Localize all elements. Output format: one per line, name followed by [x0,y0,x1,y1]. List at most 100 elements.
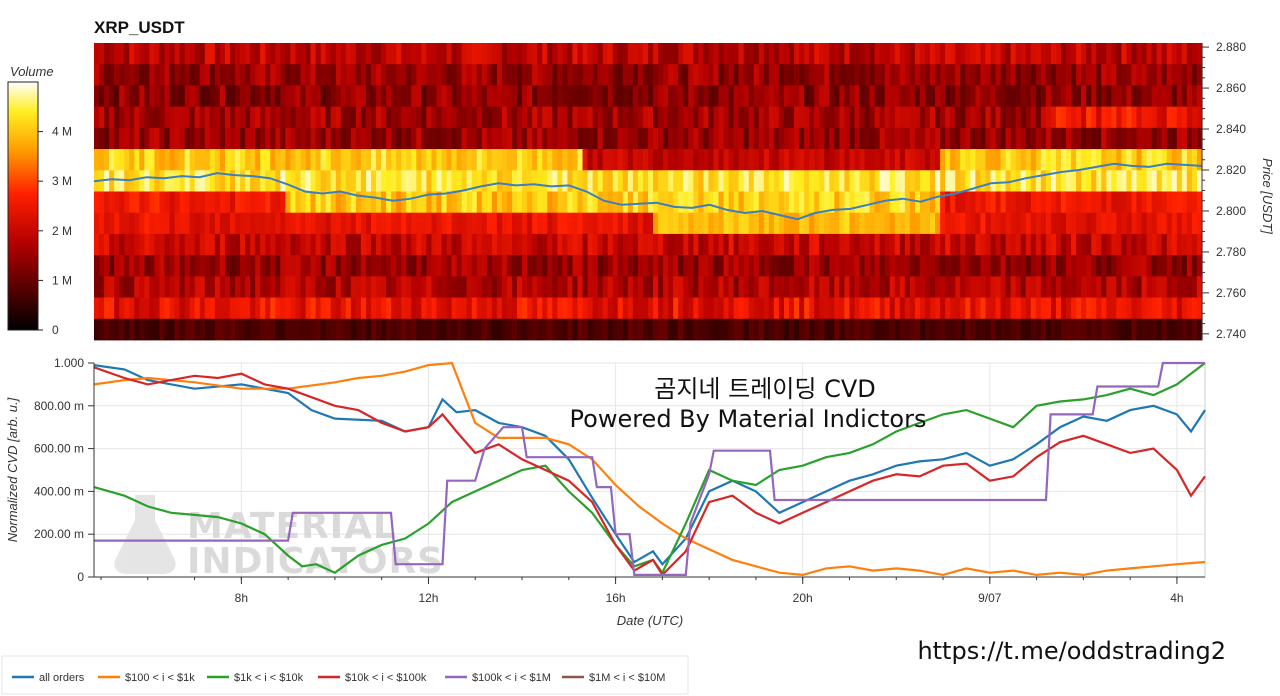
heatmap-cell [486,149,493,171]
heatmap-cell [572,106,579,129]
heatmap-cell [224,127,231,150]
heatmap-cell [723,212,730,235]
heatmap-cell [1156,149,1163,171]
heatmap-cell [597,106,604,129]
heatmap-cell [376,106,382,129]
heatmap-cell [1121,318,1128,341]
heatmap-cell [466,191,473,214]
heatmap-cell [1171,127,1178,150]
heatmap-cell [809,170,815,192]
heatmap-cell [658,127,664,150]
heatmap-cell [1136,318,1143,341]
heatmap-cell [587,106,594,129]
heatmap-cell [658,276,664,298]
heatmap-cell [1076,233,1082,256]
heatmap-cell [1111,170,1117,192]
heatmap-cell [104,191,110,214]
heatmap-cell [899,191,906,214]
heatmap-cell [275,127,281,150]
heatmap-cell [567,64,574,86]
heatmap-cell [950,106,956,129]
legend-item[interactable]: $10k < i < $100k [345,672,427,684]
heatmap-cell [557,149,563,171]
heatmap-cell [1121,106,1128,129]
heatmap-cell [391,255,397,277]
heatmap-cell [355,170,362,192]
heatmap-cell [799,64,805,86]
heatmap-cell [391,85,397,108]
heatmap-cell [869,170,876,192]
heatmap-cell [567,255,574,277]
heatmap-cell [648,297,654,320]
heatmap-cell [94,318,100,341]
heatmap-cell [290,106,297,129]
heatmap-cell [124,276,130,298]
heatmap-cell [743,106,750,129]
heatmap-cell [663,318,669,341]
heatmap-cell [562,318,569,341]
heatmap-cell [129,106,135,129]
heatmap-cell [325,106,332,129]
heatmap-cell [406,212,412,235]
heatmap-cell [1191,106,1198,129]
heatmap-cell [376,297,382,320]
heatmap-cell [1050,233,1057,256]
legend-item[interactable]: all orders [39,672,85,684]
heatmap-cell [446,85,453,108]
heatmap-cell [119,297,125,320]
heatmap-cell [718,233,725,256]
legend-item[interactable]: $1k < i < $10k [234,672,304,684]
heatmap-cell [597,43,604,65]
heatmap-cell [204,85,211,108]
legend-item[interactable]: $100 < i < $1k [125,672,195,684]
heatmap-cell [597,297,604,320]
heatmap-cell [778,106,785,129]
heatmap-cell [285,297,292,320]
heatmap-cell [914,255,921,277]
legend-item[interactable]: $1M < i < $10M [589,672,665,684]
heatmap-cell [965,64,971,86]
heatmap-cell [315,127,322,150]
heatmap-cell [703,106,710,129]
heatmap-cell [235,233,241,256]
heatmap-cell [1066,64,1072,86]
heatmap-cell [1116,191,1123,214]
heatmap-cell [567,276,574,298]
heatmap-cell [1081,318,1087,341]
heatmap-cell [648,106,654,129]
heatmap-cell [935,170,941,192]
heatmap-cell [1066,43,1072,65]
heatmap-cell [935,276,941,298]
heatmap-cell [849,233,856,256]
heatmap-cell [698,106,704,129]
heatmap-cell [209,149,216,171]
heatmap-cell [1010,233,1017,256]
heatmap-cell [506,85,513,108]
heatmap-cell [486,106,493,129]
heatmap-cell [985,170,992,192]
heatmap-cell [506,106,513,129]
heatmap-cell [527,106,533,129]
legend-item[interactable]: $100k < i < $1M [472,672,551,684]
heatmap-cell [763,233,770,256]
heatmap-cell [174,170,181,192]
heatmap-cell [491,64,498,86]
heatmap-cell [1050,127,1057,150]
heatmap-cell [365,43,372,65]
heatmap-cell [718,191,725,214]
heatmap-cell [748,191,755,214]
heatmap-cell [386,255,392,277]
heatmap-cell [285,64,292,86]
heatmap-cell [768,276,775,298]
heatmap-cell [950,191,956,214]
heatmap-cell [658,297,664,320]
heatmap-cell [632,233,639,256]
heatmap-cell [1146,127,1153,150]
heatmap-cell [149,106,156,129]
heatmap-cell [909,255,916,277]
heatmap-cell [940,297,946,320]
telegram-link[interactable]: https://t.me/oddstrading2 [917,637,1226,665]
heatmap-cell [869,127,876,150]
heatmap-cell [174,297,181,320]
heatmap-cell [164,318,171,341]
